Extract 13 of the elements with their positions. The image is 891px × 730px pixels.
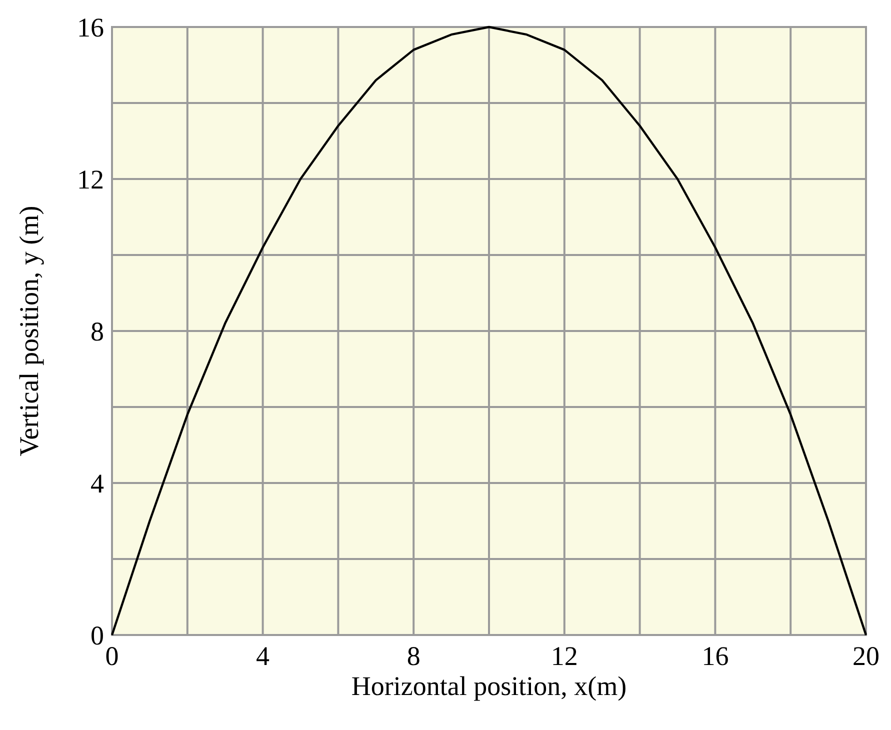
- x-axis-title: Horizontal position, x(m): [351, 671, 627, 701]
- y-tick-label: 12: [77, 164, 104, 194]
- x-tick-label: 4: [256, 641, 270, 671]
- y-tick-label: 0: [90, 620, 104, 650]
- x-tick-label: 16: [702, 641, 729, 671]
- y-axis-title: Vertical position, y (m): [14, 206, 44, 456]
- y-tick-label: 8: [90, 316, 104, 346]
- x-tick-label: 20: [852, 641, 880, 671]
- x-tick-label: 8: [406, 641, 420, 671]
- x-tick-label: 12: [550, 641, 578, 671]
- y-tick-label: 4: [90, 468, 104, 498]
- line-series: [110, 26, 868, 636]
- y-tick-label: 16: [77, 12, 104, 42]
